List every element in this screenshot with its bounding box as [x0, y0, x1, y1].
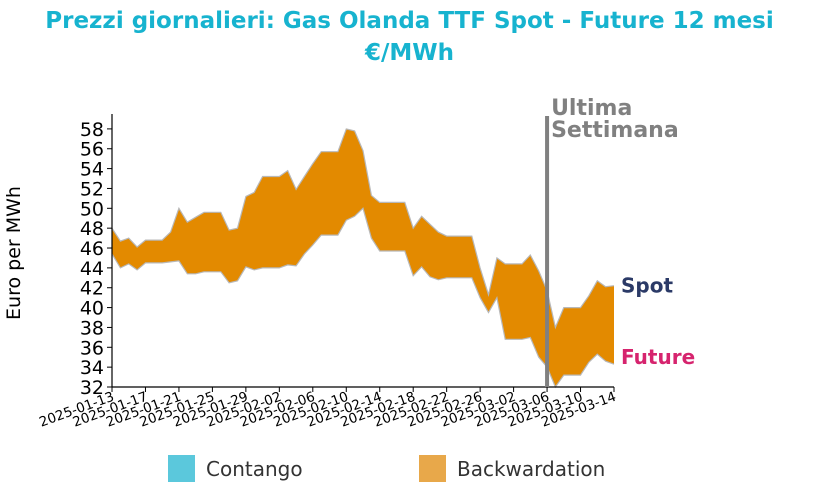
y-tick-label: 42	[80, 278, 104, 300]
legend: Contango Backwardation	[168, 455, 605, 482]
future-line	[111, 207, 615, 389]
spread-fill-layer	[112, 128, 614, 387]
y-tick-label: 36	[80, 337, 104, 359]
y-tick-label: 44	[80, 258, 104, 280]
chart-title-line1: Prezzi giornalieri: Gas Olanda TTF Spot …	[45, 8, 774, 34]
legend-swatch-contango	[168, 455, 195, 482]
series-line-layer	[111, 128, 615, 389]
y-tick-label: 50	[80, 198, 104, 220]
last-week-label-line1: Ultima	[551, 96, 632, 121]
legend-label-backwardation: Backwardation	[457, 457, 605, 481]
y-tick-label: 32	[80, 377, 104, 399]
y-axis-label: Euro per MWh	[3, 186, 25, 320]
y-tick-label: 40	[80, 298, 104, 320]
legend-label-contango: Contango	[206, 457, 303, 481]
y-tick-label: 34	[80, 357, 104, 379]
y-tick-label: 38	[80, 317, 104, 339]
series-labels: Spot Future	[621, 274, 695, 369]
y-tick-label: 54	[80, 159, 104, 181]
chart-title-line2: €/MWh	[364, 40, 455, 66]
y-tick-label: 58	[80, 119, 104, 141]
legend-swatch-backwardation	[419, 455, 446, 482]
y-tick-label: 48	[80, 218, 104, 240]
spot-series-label: Spot	[621, 274, 673, 298]
y-tick-label: 46	[80, 238, 104, 260]
backwardation-area	[112, 128, 614, 387]
last-week-label-line2: Settimana	[551, 118, 679, 143]
y-tick-label: 52	[80, 178, 104, 200]
y-tick-label: 56	[80, 139, 104, 161]
spot-line	[111, 128, 615, 330]
future-series-label: Future	[621, 345, 695, 369]
